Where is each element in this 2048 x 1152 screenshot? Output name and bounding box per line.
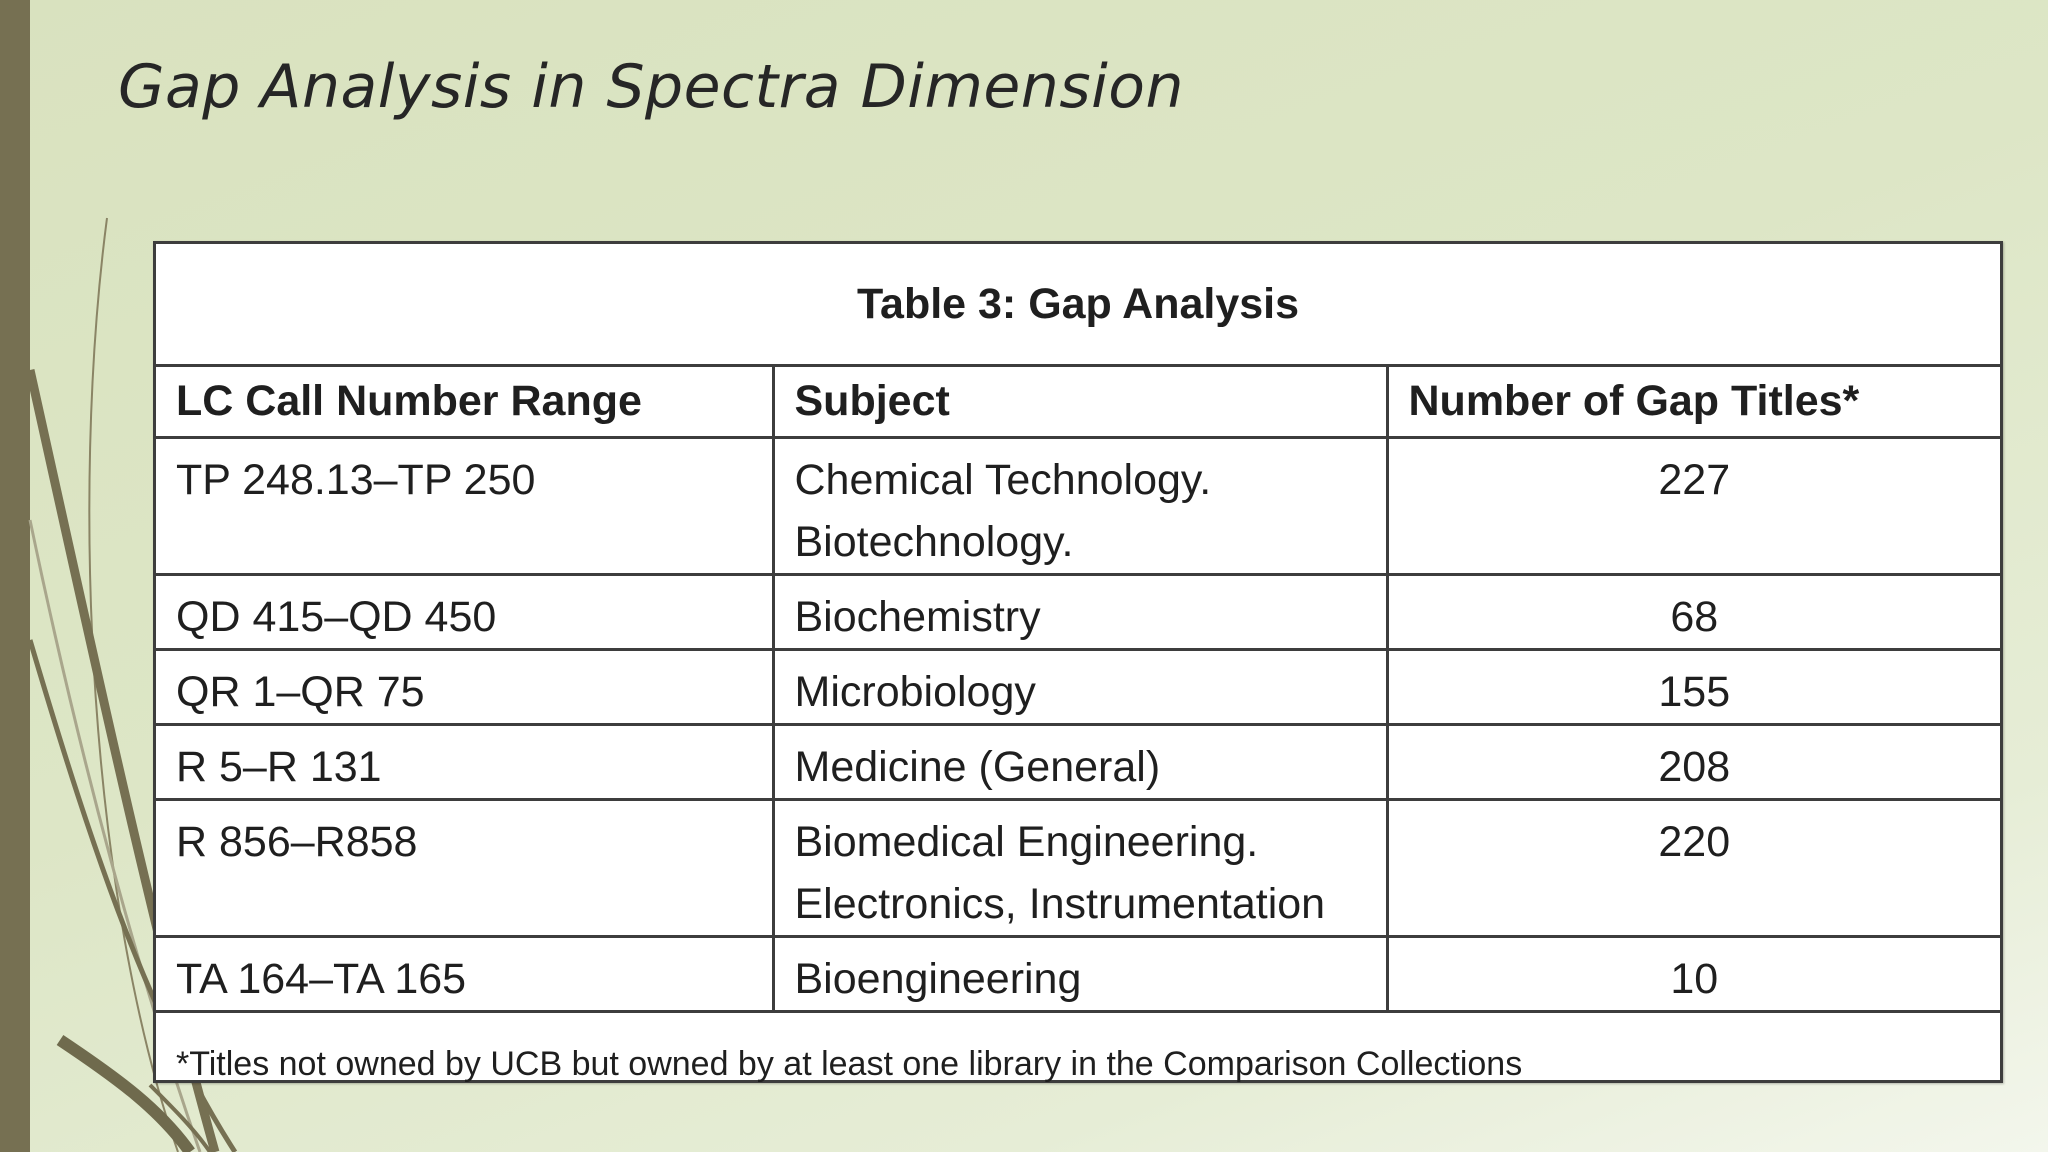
subject-line: Biomedical Engineering. <box>794 817 1259 866</box>
count-cell: 68 <box>1385 572 2001 651</box>
table-caption-row: Table 3: Gap Analysis <box>156 244 2001 367</box>
count-cell: 220 <box>1385 797 2001 938</box>
table-header-row: LC Call Number Range Subject Number of G… <box>156 363 2001 439</box>
subject-cell: Biochemistry <box>771 572 1389 651</box>
range-cell: TA 164–TA 165 <box>156 934 775 1013</box>
table-row: R 5–R 131 Medicine (General) 208 <box>156 722 2001 801</box>
range-cell: R 856–R858 <box>156 797 775 938</box>
range-cell: TP 248.13–TP 250 <box>156 435 775 576</box>
subject-line: Electronics, Instrumentation <box>794 879 1326 928</box>
table-row: TP 248.13–TP 250 Chemical Technology. Bi… <box>156 435 2001 576</box>
table-caption: Table 3: Gap Analysis <box>156 244 2001 367</box>
table-row: TA 164–TA 165 Bioengineering 10 <box>156 934 2001 1013</box>
slide-title: Gap Analysis in Spectra Dimension <box>118 52 1185 122</box>
subject-line: Biotechnology. <box>794 517 1074 566</box>
subject-cell: Microbiology <box>771 647 1389 726</box>
subject-cell: Bioengineering <box>771 934 1389 1013</box>
count-cell: 155 <box>1385 647 2001 726</box>
range-cell: QR 1–QR 75 <box>156 647 775 726</box>
column-header-range: LC Call Number Range <box>156 363 775 439</box>
table-row: QD 415–QD 450 Biochemistry 68 <box>156 572 2001 651</box>
column-header-subject: Subject <box>771 363 1389 439</box>
gap-analysis-table: Table 3: Gap Analysis LC Call Number Ran… <box>156 244 2001 1115</box>
subject-cell: Medicine (General) <box>771 722 1389 801</box>
range-cell: R 5–R 131 <box>156 722 775 801</box>
subject-cell: Biomedical Engineering. Electronics, Ins… <box>771 797 1389 938</box>
subject-cell: Chemical Technology. Biotechnology. <box>771 435 1389 576</box>
table-footnote: *Titles not owned by UCB but owned by at… <box>156 1009 2001 1115</box>
range-cell: QD 415–QD 450 <box>156 572 775 651</box>
subject-line: Chemical Technology. <box>794 455 1212 504</box>
count-cell: 227 <box>1385 435 2001 576</box>
count-cell: 208 <box>1385 722 2001 801</box>
table-footnote-row: *Titles not owned by UCB but owned by at… <box>156 1009 2001 1115</box>
table-row: QR 1–QR 75 Microbiology 155 <box>156 647 2001 726</box>
count-cell: 10 <box>1385 934 2001 1013</box>
column-header-count: Number of Gap Titles* <box>1385 363 2001 439</box>
gap-analysis-table-image: Table 3: Gap Analysis LC Call Number Ran… <box>153 241 2003 1115</box>
left-accent-bar <box>0 0 30 1152</box>
table-row: R 856–R858 Biomedical Engineering. Elect… <box>156 797 2001 938</box>
